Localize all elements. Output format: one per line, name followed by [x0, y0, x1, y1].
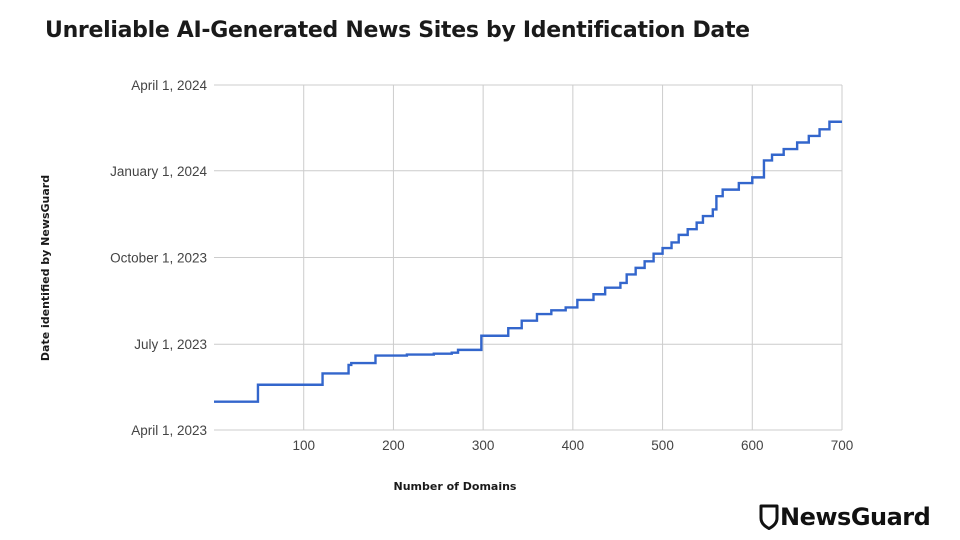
y-tick-label: July 1, 2023: [134, 337, 207, 352]
x-tick-label: 600: [741, 438, 764, 453]
x-tick-label: 700: [831, 438, 854, 453]
x-axis-ticks: 100 200 300 400 500 600 700: [292, 438, 853, 453]
gridlines: [214, 84, 843, 431]
newsguard-logo: NewsGuard: [758, 503, 931, 531]
x-tick-label: 500: [651, 438, 674, 453]
y-tick-label: April 1, 2023: [131, 423, 207, 438]
x-tick-label: 100: [292, 438, 315, 453]
x-tick-label: 300: [472, 438, 495, 453]
shield-icon: [759, 504, 779, 530]
y-tick-label: April 1, 2024: [131, 78, 207, 93]
y-axis-title: Date identified by NewsGuard: [39, 175, 52, 361]
chart-title: Unreliable AI-Generated News Sites by Id…: [45, 18, 750, 43]
x-tick-label: 200: [382, 438, 405, 453]
x-tick-label: 400: [562, 438, 585, 453]
x-axis-title: Number of Domains: [394, 480, 517, 493]
logo-text: NewsGuard: [780, 503, 931, 531]
y-tick-label: October 1, 2023: [110, 251, 207, 266]
series-line-date-identified: [214, 120, 842, 403]
y-tick-label: January 1, 2024: [110, 164, 207, 179]
y-axis-ticks: April 1, 2023 July 1, 2023 October 1, 2023…: [110, 78, 207, 438]
